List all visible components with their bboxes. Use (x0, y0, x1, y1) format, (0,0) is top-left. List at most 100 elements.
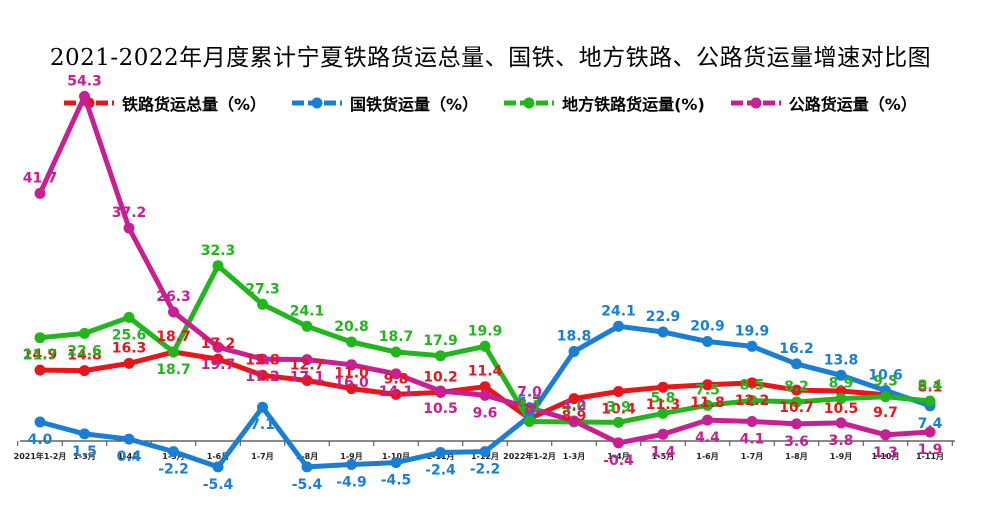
data-label-s0-20: 8.1 (918, 379, 943, 395)
data-label-s3-15: 4.4 (695, 430, 720, 446)
data-point-s3-0 (34, 187, 46, 199)
data-point-s1-7 (346, 459, 357, 470)
data-label-s2-0: 21.7 (23, 348, 58, 364)
data-point-s0-0 (34, 364, 46, 376)
data-point-s3-16 (746, 416, 758, 427)
data-label-s2-17: 8.2 (784, 379, 809, 395)
x-tick-label: 1-8月 (296, 452, 318, 461)
data-point-s3-10 (479, 389, 491, 401)
data-point-s2-7 (346, 336, 357, 348)
data-point-s3-7 (346, 359, 357, 371)
data-label-s2-15: 7.5 (695, 382, 720, 398)
data-label-s2-12: 4.0 (562, 399, 587, 415)
data-label-s3-19: 1.3 (873, 445, 898, 461)
data-point-s1-14 (657, 326, 669, 338)
data-label-s3-5: 17.2 (245, 369, 280, 385)
data-point-s1-3 (168, 446, 179, 458)
x-tick-label: 1-9月 (340, 452, 362, 461)
data-point-s0-4 (212, 353, 224, 365)
data-label-s1-2: 0.4 (117, 449, 142, 465)
data-label-s1-18: 13.8 (824, 352, 859, 368)
data-label-s1-3: -2.2 (158, 462, 189, 478)
data-label-s2-14: 5.8 (651, 390, 676, 406)
data-point-s0-5 (257, 369, 268, 381)
data-label-s2-16: 8.5 (740, 378, 765, 394)
data-label-s2-13: 3.9 (606, 399, 631, 415)
data-point-s0-2 (123, 357, 135, 369)
data-label-s3-18: 3.8 (829, 433, 854, 449)
data-label-s1-0: 4.0 (28, 432, 53, 448)
data-label-s1-11: 5.2 (517, 393, 542, 409)
data-point-s3-2 (123, 222, 135, 234)
chart-title: 2021-2022年月度累计宁夏铁路货运总量、国铁、地方铁路、公路货运量增速对比… (49, 45, 932, 71)
data-point-s2-13 (613, 416, 624, 428)
data-label-s1-12: 18.8 (557, 329, 592, 345)
legend-label-0: 铁路货运总量（%） (122, 95, 267, 114)
data-label-s3-9: 10.5 (423, 401, 458, 417)
data-label-s3-14: 1.4 (651, 444, 676, 460)
data-label-s1-5: 7.1 (250, 417, 275, 433)
data-label-s1-13: 24.1 (601, 303, 636, 319)
data-point-s3-1 (79, 90, 90, 102)
x-tick-label: 1-8月 (785, 452, 807, 461)
data-label-s3-7: 16.0 (334, 375, 369, 391)
data-label-s0-10: 11.4 (468, 364, 503, 380)
x-tick-label: 1-5月 (652, 452, 674, 461)
data-label-s2-2: 25.6 (112, 327, 147, 343)
data-point-s2-3 (168, 346, 179, 358)
data-point-s2-9 (435, 350, 446, 362)
data-point-s2-16 (746, 395, 758, 406)
data-point-s3-18 (835, 417, 847, 429)
data-point-s0-10 (479, 381, 491, 393)
data-point-s1-12 (568, 346, 580, 357)
x-tick-label: 1-6月 (207, 452, 229, 461)
data-point-s2-11 (524, 416, 535, 427)
data-label-s1-14: 22.9 (646, 309, 681, 325)
data-label-s1-1: 1.5 (72, 444, 97, 460)
x-tick-label: 2022年1-2月 (503, 451, 556, 461)
data-label-s1-20: 7.4 (918, 416, 943, 432)
data-label-s0-15: 11.8 (690, 395, 725, 411)
data-label-s1-7: -4.9 (336, 475, 367, 491)
data-point-s1-9 (435, 447, 446, 458)
data-point-s0-1 (79, 365, 90, 377)
data-point-s2-19 (880, 391, 891, 403)
data-label-s1-8: -4.5 (381, 473, 412, 489)
data-point-s1-17 (791, 358, 802, 370)
data-point-s3-5 (257, 353, 268, 365)
data-point-s0-18 (835, 385, 847, 397)
data-label-s3-6: 17.1 (290, 370, 325, 386)
data-point-s1-8 (390, 457, 402, 469)
x-tick-label: 2021年1-2月 (14, 451, 67, 461)
data-label-s1-10: -2.2 (470, 462, 501, 478)
data-point-s2-17 (791, 396, 802, 408)
data-point-s2-1 (79, 327, 90, 339)
data-label-s2-19: 9.3 (873, 374, 898, 390)
x-tick-label: 1-6月 (696, 452, 718, 461)
data-point-s3-3 (168, 306, 179, 318)
data-point-s3-9 (435, 385, 446, 397)
data-point-s3-20 (924, 426, 936, 438)
data-label-s2-3: 18.7 (156, 362, 191, 378)
data-point-s3-17 (791, 418, 802, 430)
data-point-s1-10 (479, 446, 491, 458)
data-point-s2-14 (657, 407, 669, 419)
data-point-s1-0 (34, 416, 46, 428)
data-label-s0-6: 12.7 (290, 358, 325, 374)
legend-item-2: 地方铁路货运量(%) (500, 91, 705, 115)
data-label-s0-4: 17.2 (201, 336, 236, 352)
x-tick-label: 1-7月 (251, 452, 273, 461)
legend-marker-3 (730, 97, 781, 109)
data-label-s2-9: 17.9 (423, 333, 458, 349)
data-label-s3-4: 19.7 (201, 357, 236, 373)
data-label-s3-16: 4.1 (740, 432, 765, 448)
data-label-s3-12: 4.2 (562, 398, 587, 414)
data-label-s2-5: 27.3 (245, 281, 280, 297)
data-label-s0-7: 11.0 (334, 366, 369, 382)
data-point-s2-18 (835, 393, 847, 405)
data-label-s0-11: 4.7 (517, 396, 542, 412)
data-point-s0-6 (301, 375, 313, 386)
data-label-s1-16: 19.9 (735, 323, 770, 339)
data-label-s0-16: 12.2 (735, 393, 770, 409)
